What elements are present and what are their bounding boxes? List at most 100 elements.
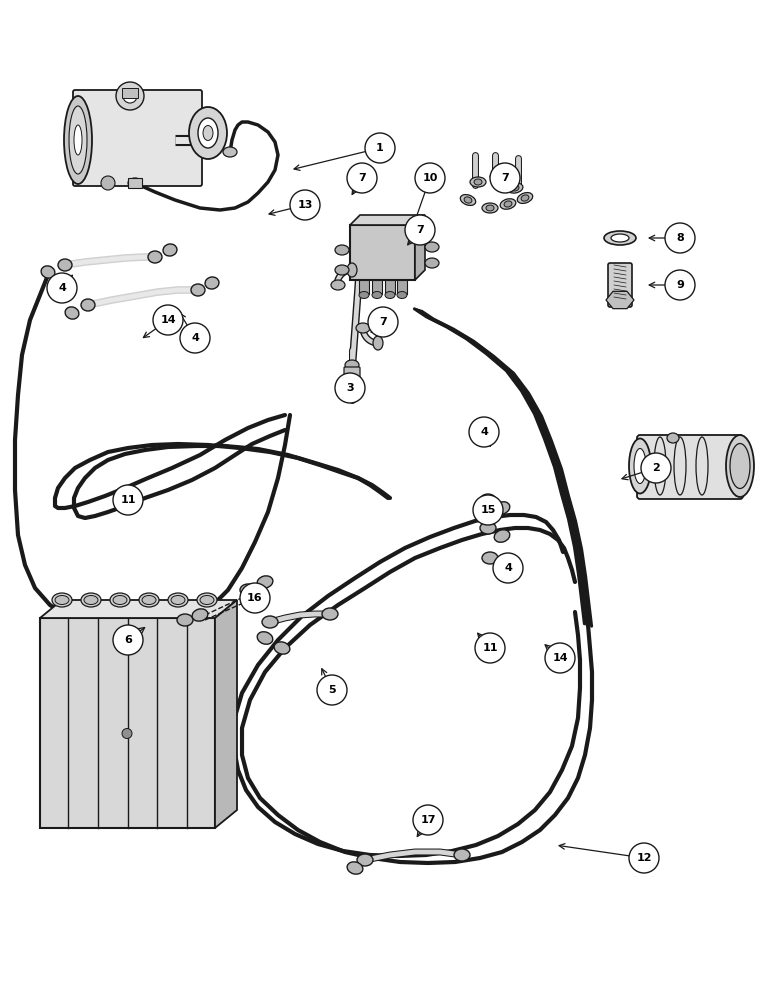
Ellipse shape [667, 433, 679, 443]
Ellipse shape [192, 609, 208, 621]
Ellipse shape [357, 854, 373, 866]
Circle shape [469, 417, 499, 447]
Text: 12: 12 [636, 853, 652, 863]
Ellipse shape [331, 280, 345, 290]
Ellipse shape [335, 245, 349, 255]
Ellipse shape [113, 595, 127, 604]
Ellipse shape [52, 593, 72, 607]
Circle shape [122, 728, 132, 738]
Circle shape [490, 163, 520, 193]
Text: 14: 14 [160, 315, 176, 325]
Text: 13: 13 [297, 200, 313, 210]
Circle shape [475, 633, 505, 663]
Circle shape [665, 223, 695, 253]
Text: 4: 4 [504, 563, 512, 573]
Ellipse shape [203, 125, 213, 140]
Ellipse shape [347, 263, 357, 277]
Ellipse shape [504, 201, 512, 207]
Circle shape [473, 495, 503, 525]
Text: 8: 8 [676, 233, 684, 243]
Bar [372, 280, 382, 294]
Ellipse shape [58, 259, 72, 271]
Ellipse shape [168, 593, 188, 607]
Circle shape [290, 190, 320, 220]
FancyBboxPatch shape [637, 435, 743, 499]
Ellipse shape [372, 292, 382, 298]
Text: 1: 1 [376, 143, 384, 153]
Text: 9: 9 [676, 280, 684, 290]
Ellipse shape [496, 560, 512, 572]
Polygon shape [606, 291, 634, 309]
Ellipse shape [629, 438, 651, 493]
Bar [40, 618, 215, 828]
Ellipse shape [41, 266, 55, 278]
Ellipse shape [385, 292, 395, 298]
Circle shape [240, 583, 270, 613]
Ellipse shape [65, 307, 79, 319]
Circle shape [116, 82, 144, 110]
Circle shape [368, 307, 398, 337]
Circle shape [101, 176, 115, 190]
Ellipse shape [356, 323, 370, 333]
Ellipse shape [482, 552, 498, 564]
Circle shape [665, 270, 695, 300]
Ellipse shape [74, 125, 82, 155]
Text: 7: 7 [416, 225, 424, 235]
Ellipse shape [464, 197, 472, 203]
Ellipse shape [55, 595, 69, 604]
FancyBboxPatch shape [608, 263, 632, 307]
Circle shape [47, 273, 77, 303]
Text: 7: 7 [379, 317, 387, 327]
Circle shape [317, 675, 347, 705]
Ellipse shape [189, 107, 227, 159]
Ellipse shape [345, 380, 359, 390]
Ellipse shape [474, 179, 482, 185]
Bar [122, 88, 138, 98]
Ellipse shape [480, 522, 496, 534]
FancyBboxPatch shape [350, 225, 415, 280]
Polygon shape [215, 600, 237, 828]
Circle shape [180, 323, 210, 353]
Polygon shape [40, 600, 237, 618]
Ellipse shape [223, 147, 237, 157]
Bar [385, 280, 395, 294]
Ellipse shape [148, 251, 162, 263]
Ellipse shape [397, 292, 407, 298]
Circle shape [405, 215, 435, 245]
Ellipse shape [425, 242, 439, 252]
Text: 4: 4 [480, 427, 488, 437]
Ellipse shape [460, 195, 476, 205]
Ellipse shape [486, 205, 494, 211]
Ellipse shape [142, 595, 156, 604]
Ellipse shape [177, 614, 193, 626]
Ellipse shape [494, 175, 502, 181]
Circle shape [629, 843, 659, 873]
Ellipse shape [611, 234, 629, 242]
Ellipse shape [494, 502, 510, 514]
Ellipse shape [274, 642, 290, 654]
Ellipse shape [139, 593, 159, 607]
Ellipse shape [517, 193, 533, 203]
Ellipse shape [69, 106, 87, 174]
Ellipse shape [322, 608, 338, 620]
Ellipse shape [726, 435, 754, 497]
Ellipse shape [482, 203, 498, 213]
Text: 7: 7 [501, 173, 509, 183]
Text: 17: 17 [420, 815, 435, 825]
Bar [359, 280, 369, 294]
Ellipse shape [490, 173, 506, 183]
FancyBboxPatch shape [73, 90, 202, 186]
Circle shape [123, 89, 137, 103]
Ellipse shape [480, 494, 496, 506]
Ellipse shape [262, 616, 278, 628]
Text: 15: 15 [480, 505, 496, 515]
Circle shape [545, 643, 575, 673]
Ellipse shape [730, 444, 750, 488]
Ellipse shape [347, 862, 363, 874]
Ellipse shape [110, 593, 130, 607]
FancyBboxPatch shape [344, 367, 360, 389]
Text: 11: 11 [120, 495, 136, 505]
Ellipse shape [197, 593, 217, 607]
Ellipse shape [198, 118, 218, 148]
Text: 16: 16 [247, 593, 262, 603]
